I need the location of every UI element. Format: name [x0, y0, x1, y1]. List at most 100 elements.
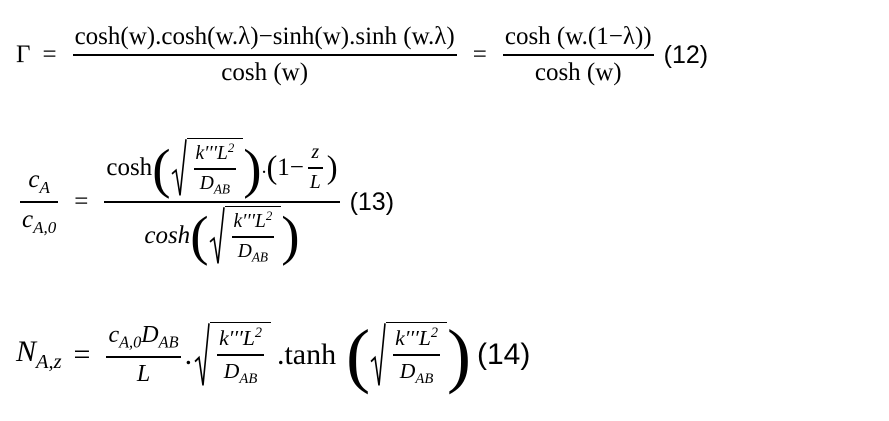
one-minus: 1−	[277, 154, 304, 182]
left-paren: (	[190, 205, 209, 267]
c-symbol: c	[108, 322, 120, 349]
prefactor-bar	[106, 355, 181, 358]
exponent: 2	[227, 141, 235, 156]
equation-13: cA cA,0 = cosh ( k′′′L2 DAB	[16, 132, 394, 272]
l-symbol: L	[309, 172, 321, 194]
d-symbol: D	[237, 241, 252, 263]
prefactor-numerator: cA,0DAB	[106, 322, 180, 356]
equation-number-14: (14)	[476, 338, 531, 371]
radicand: k′′′L2 DAB	[224, 206, 282, 266]
equation-12: Γ = cosh(w).cosh(w.λ)−sinh(w).sinh (w.λ)…	[16, 14, 708, 96]
prefactor-denominator: L	[136, 360, 151, 387]
d-symbol: D	[141, 322, 159, 349]
main-bar	[104, 201, 340, 203]
dot-operator: .	[184, 338, 193, 371]
radicand-fraction: k′′′L2 DAB	[393, 325, 440, 388]
subscript-ab: AB	[251, 249, 269, 265]
radicand-denominator: DAB	[222, 356, 260, 388]
d-symbol: D	[223, 358, 240, 383]
fraction-2-denominator: cosh (w)	[534, 59, 622, 86]
fraction-1-bar	[72, 54, 457, 56]
exponent: 2	[265, 209, 273, 223]
radicand-denominator: DAB	[198, 170, 232, 198]
radical-sign	[171, 138, 187, 198]
c-symbol: c	[22, 206, 34, 233]
dot-operator: .	[261, 157, 267, 179]
radicand-denominator: DAB	[398, 356, 436, 388]
fraction-1: cosh(w).cosh(w.λ)−sinh(w).sinh (w.λ) cos…	[72, 23, 457, 87]
cosh-function: cosh	[144, 221, 191, 249]
subscript-az: A,z	[36, 351, 62, 374]
z-over-l-bar	[307, 167, 323, 170]
d-symbol: D	[399, 358, 416, 383]
fraction-2-bar	[502, 54, 654, 56]
radicand: k′′′L2 DAB	[210, 322, 271, 388]
radicand-numerator: k′′′L2	[393, 325, 440, 354]
fraction-1-numerator: cosh(w).cosh(w.λ)−sinh(w).sinh (w.λ)	[74, 23, 455, 50]
flux-prefactor: cA,0DAB L	[106, 322, 181, 388]
radicand-numerator: k′′′L2	[194, 141, 237, 168]
subscript-ab: AB	[239, 370, 258, 387]
factor-open-paren: (	[266, 149, 278, 186]
fraction-2: cosh (w.(1−λ)) cosh (w)	[502, 23, 654, 87]
square-root: k′′′L2 DAB	[194, 322, 271, 388]
exponent: 2	[254, 325, 262, 342]
right-paren: )	[447, 315, 471, 395]
main-numerator: cosh ( k′′′L2 DAB ) . ( 1−	[104, 138, 339, 201]
radical-sign	[370, 322, 386, 388]
equation-number-13: (13)	[349, 187, 395, 216]
k-l-term: k′′′L	[195, 143, 228, 165]
c-symbol: c	[28, 166, 40, 194]
tanh-function: .tanh	[276, 338, 337, 371]
gamma-symbol: Γ	[16, 41, 31, 68]
cosh-function: cosh	[106, 154, 153, 182]
subscript-ab: AB	[415, 370, 434, 387]
factor-close-paren: )	[326, 149, 338, 186]
subscript-ab: AB	[158, 332, 179, 352]
radicand: k′′′L2 DAB	[386, 322, 447, 388]
radicand-fraction: k′′′L2 DAB	[231, 209, 275, 266]
equals-sign-2: =	[472, 41, 487, 68]
right-paren: )	[243, 137, 262, 199]
radicand-denominator: DAB	[236, 238, 270, 266]
concentration-numerator: cA	[26, 166, 52, 201]
radicand-bar	[231, 236, 275, 239]
n-symbol: N	[16, 335, 37, 369]
square-root-2: k′′′L2 DAB	[370, 322, 447, 388]
fraction-1-denominator: cosh (w)	[221, 59, 309, 86]
subscript-ab: AB	[213, 182, 231, 197]
equals-sign: =	[73, 338, 91, 371]
exponent: 2	[430, 325, 438, 342]
right-paren: )	[281, 205, 300, 267]
subscript-a0: A,0	[33, 217, 57, 237]
subscript-a: A	[39, 178, 50, 197]
radicand-numerator: k′′′L2	[217, 325, 264, 354]
radicand-bar	[393, 353, 440, 356]
concentration-denominator: cA,0	[20, 203, 58, 238]
radicand-fraction: k′′′L2 DAB	[193, 141, 237, 198]
equals-sign: =	[42, 41, 57, 68]
square-root: k′′′L2 DAB	[209, 206, 282, 266]
radical-sign	[209, 206, 225, 266]
z-symbol: z	[311, 142, 320, 164]
equals-sign: =	[74, 188, 89, 215]
radicand-fraction: k′′′L2 DAB	[217, 325, 264, 388]
radicand-numerator: k′′′L2	[232, 209, 275, 236]
z-over-l: z L	[307, 142, 323, 194]
radicand-bar	[193, 168, 237, 171]
equation-number-12: (12)	[663, 40, 709, 69]
left-paren: (	[346, 315, 371, 395]
radicand-bar	[217, 353, 264, 356]
radicand: k′′′L2 DAB	[186, 138, 244, 198]
radical-sign	[194, 322, 210, 388]
k-l-term: k′′′L	[233, 211, 266, 233]
left-paren: (	[152, 137, 171, 199]
fraction-2-numerator: cosh (w.(1−λ))	[504, 23, 652, 50]
main-fraction: cosh ( k′′′L2 DAB ) . ( 1−	[104, 138, 340, 266]
concentration-ratio: cA cA,0	[20, 166, 59, 238]
main-denominator: cosh ( k′′′L2 DAB )	[142, 203, 301, 266]
subscript-a0: A,0	[119, 332, 142, 352]
concentration-bar	[20, 201, 59, 203]
equation-14: NA,z = cA,0DAB L . k′′′L2 DAB .tanh (	[16, 300, 530, 410]
